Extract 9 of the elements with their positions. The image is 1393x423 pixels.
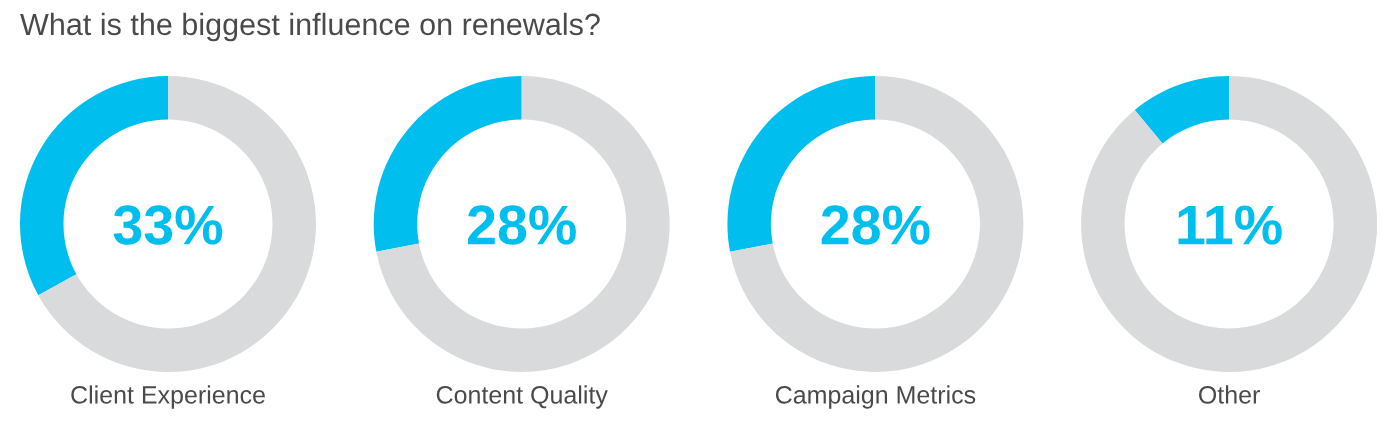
text: Campaign Metrics: [775, 385, 976, 409]
text: Other: [1199, 385, 1260, 404]
text: 11%: [1178, 205, 1282, 245]
text: 28%: [468, 205, 576, 245]
chart-title: What is the biggest influence on renewals?: [20, 12, 600, 42]
text: Client Experience: [71, 385, 265, 409]
text: Content Quality: [436, 385, 608, 409]
text: 33%: [113, 205, 223, 245]
text: 28%: [821, 205, 930, 245]
